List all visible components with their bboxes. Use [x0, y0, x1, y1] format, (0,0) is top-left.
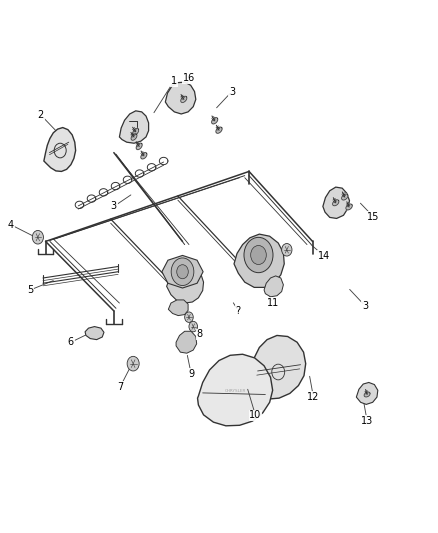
Polygon shape — [346, 204, 352, 210]
Text: 3: 3 — [229, 86, 235, 96]
Text: 6: 6 — [68, 337, 74, 347]
Polygon shape — [250, 335, 306, 399]
Circle shape — [189, 321, 198, 332]
Text: 9: 9 — [188, 369, 194, 378]
Text: 10: 10 — [249, 410, 261, 421]
Text: 12: 12 — [307, 392, 320, 402]
Polygon shape — [120, 111, 148, 143]
Polygon shape — [342, 194, 348, 200]
Circle shape — [171, 258, 194, 286]
Circle shape — [185, 312, 193, 322]
Polygon shape — [166, 82, 196, 114]
Text: 16: 16 — [183, 74, 195, 84]
Polygon shape — [176, 332, 197, 353]
Circle shape — [32, 230, 43, 244]
Text: 7: 7 — [117, 382, 124, 392]
Circle shape — [127, 357, 139, 371]
Circle shape — [177, 265, 188, 279]
Polygon shape — [216, 127, 222, 133]
Polygon shape — [162, 255, 203, 288]
Text: 4: 4 — [8, 220, 14, 230]
Circle shape — [251, 246, 266, 264]
Polygon shape — [332, 200, 339, 206]
Circle shape — [244, 237, 273, 273]
Polygon shape — [136, 143, 142, 150]
Text: 11: 11 — [267, 298, 279, 308]
Polygon shape — [212, 118, 218, 124]
Polygon shape — [44, 127, 76, 172]
Text: 1: 1 — [171, 76, 177, 86]
Text: ?: ? — [236, 306, 241, 316]
Circle shape — [282, 244, 292, 256]
Polygon shape — [198, 354, 272, 426]
Polygon shape — [141, 152, 147, 159]
Polygon shape — [166, 266, 204, 303]
Polygon shape — [364, 392, 370, 397]
Text: 15: 15 — [367, 212, 380, 222]
Text: 13: 13 — [361, 416, 373, 425]
Polygon shape — [168, 300, 188, 316]
Text: 14: 14 — [318, 251, 330, 261]
Polygon shape — [181, 96, 187, 102]
Polygon shape — [131, 134, 137, 140]
Polygon shape — [234, 234, 284, 287]
Polygon shape — [264, 276, 283, 297]
Text: 5: 5 — [27, 285, 33, 295]
Text: 8: 8 — [197, 329, 203, 340]
Text: CHRYSLER: CHRYSLER — [225, 389, 246, 393]
Polygon shape — [323, 187, 350, 219]
Text: 3: 3 — [111, 201, 117, 212]
Text: 2: 2 — [38, 110, 44, 120]
Polygon shape — [85, 327, 104, 340]
Polygon shape — [133, 128, 139, 135]
Text: 3: 3 — [362, 301, 368, 311]
Polygon shape — [357, 383, 378, 405]
